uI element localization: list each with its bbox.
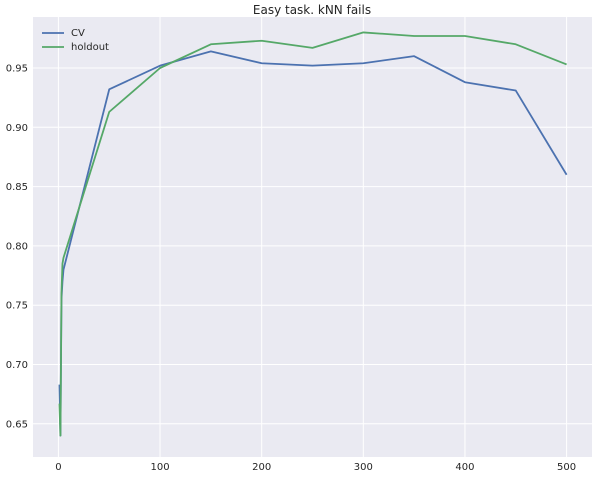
x-tick-label: 0 bbox=[55, 462, 61, 473]
legend: CV holdout bbox=[42, 28, 109, 53]
series-line-holdout bbox=[58, 31, 567, 437]
x-tick-label: 300 bbox=[354, 462, 373, 473]
y-tick-label: 0.90 bbox=[6, 123, 28, 134]
y-tick-label: 0.85 bbox=[6, 182, 28, 193]
plot-background bbox=[33, 17, 592, 457]
x-tick-label: 200 bbox=[252, 462, 271, 473]
x-tick-label: 100 bbox=[150, 462, 169, 473]
y-tick-label: 0.95 bbox=[6, 63, 28, 74]
series-lines bbox=[58, 31, 568, 437]
grid bbox=[33, 17, 592, 457]
y-tick-label: 0.70 bbox=[6, 360, 28, 371]
chart-title: Easy task. kNN fails bbox=[253, 3, 371, 17]
y-tick-label: 0.80 bbox=[6, 241, 28, 252]
y-tick-label: 0.65 bbox=[6, 419, 28, 430]
tick-labels: 0 100 200 300 400 500 0.65 0.70 0.75 0.80 0.85 0.90… bbox=[6, 63, 576, 473]
y-tick-label: 0.75 bbox=[6, 301, 28, 312]
legend-label-cv: CV bbox=[71, 28, 85, 39]
legend-label-holdout: holdout bbox=[71, 42, 109, 53]
x-tick-label: 500 bbox=[557, 462, 576, 473]
x-tick-label: 400 bbox=[455, 462, 474, 473]
